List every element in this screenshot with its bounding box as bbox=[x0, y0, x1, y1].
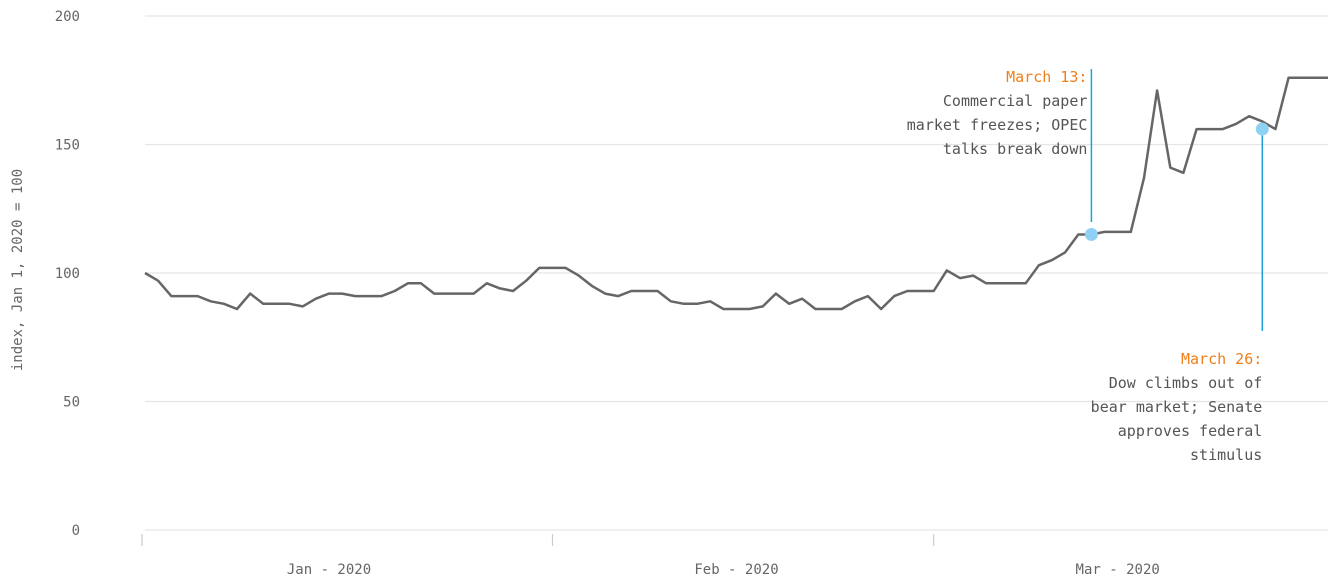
annotation: March 13: Commercial paper market freezes;… bbox=[907, 68, 1098, 241]
y-axis-title: index, Jan 1, 2020 = 100 bbox=[10, 169, 26, 371]
annotations: March 13: Commercial paper market freezes;… bbox=[907, 68, 1269, 464]
annotation-text-line: market freezes; OPEC bbox=[907, 116, 1088, 134]
annotation-text-line: bear market; Senate bbox=[1091, 398, 1263, 416]
y-tick-label: 200 bbox=[55, 9, 80, 25]
x-axis: Jan - 2020 Feb - 2020 Mar - 2020 bbox=[141, 534, 1160, 577]
y-tick-label: 50 bbox=[63, 395, 80, 411]
annotation-text-line: approves federal bbox=[1118, 422, 1263, 440]
annotation-text-line: Commercial paper bbox=[943, 92, 1088, 110]
annotation-heading: March 13: bbox=[1006, 68, 1087, 86]
y-axis-ticks: 0 50 100 150 200 bbox=[55, 9, 80, 539]
annotation-text-line: stimulus bbox=[1190, 446, 1262, 464]
y-tick-label: 150 bbox=[55, 138, 80, 154]
series-line bbox=[144, 76, 1328, 311]
annotation: March 26: Dow climbs out of bear market; S… bbox=[1091, 122, 1269, 464]
gridlines bbox=[145, 15, 1328, 531]
y-tick-label: 0 bbox=[72, 523, 80, 539]
annotation-text-line: Dow climbs out of bbox=[1109, 374, 1263, 392]
annotation-marker bbox=[1255, 122, 1269, 136]
annotation-text-line: talks break down bbox=[943, 140, 1088, 158]
annotation-marker bbox=[1084, 227, 1098, 241]
annotation-heading: March 26: bbox=[1181, 350, 1262, 368]
x-tick-label: Feb - 2020 bbox=[694, 562, 778, 577]
x-tick-label: Mar - 2020 bbox=[1076, 562, 1160, 577]
y-tick-label: 100 bbox=[55, 266, 80, 282]
x-tick-label: Jan - 2020 bbox=[287, 562, 371, 577]
